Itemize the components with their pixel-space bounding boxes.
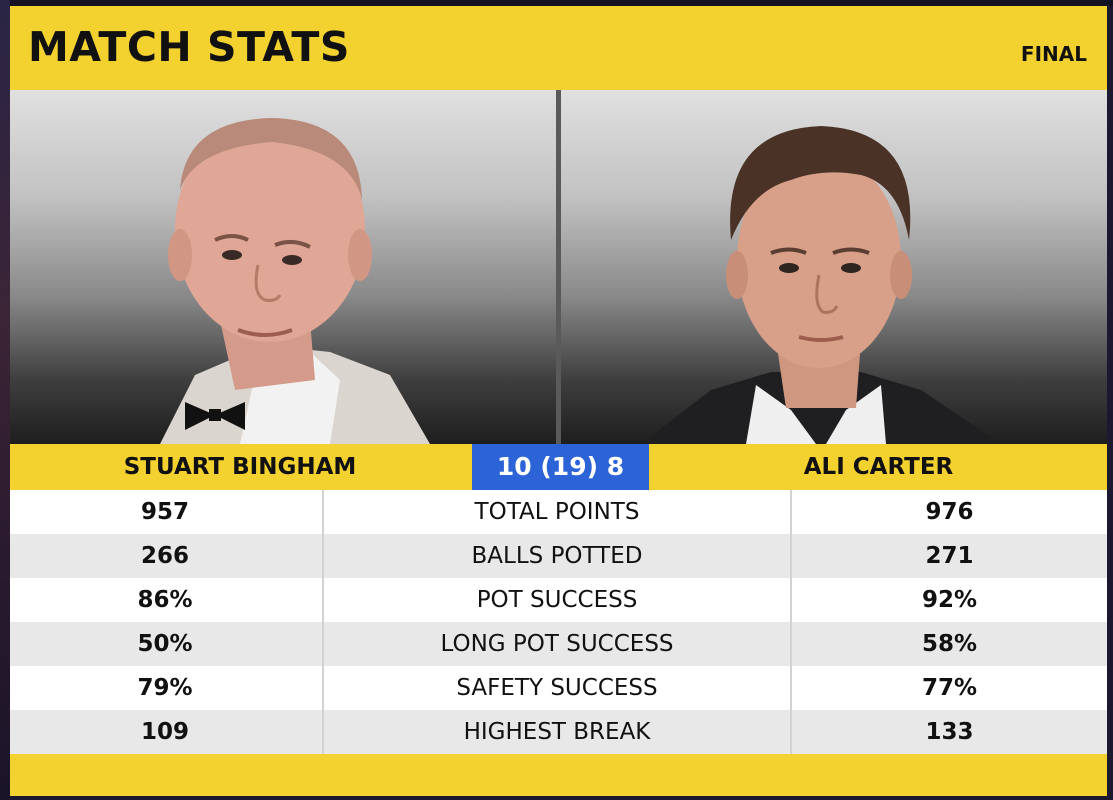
page-title: MATCH STATS (28, 23, 350, 71)
stat-right-value: 92% (921, 587, 978, 613)
stat-label: TOTAL POINTS (322, 490, 792, 534)
player-portrait-left (160, 118, 430, 444)
stat-right-value: 58% (921, 631, 978, 657)
stat-label: LONG POT SUCCESS (322, 622, 792, 666)
stat-right-value: 271 (925, 543, 974, 569)
stat-row: 79% SAFETY SUCCESS 77% (10, 666, 1107, 710)
stat-row: 50% LONG POT SUCCESS 58% (10, 622, 1107, 666)
stat-label: HIGHEST BREAK (322, 710, 792, 754)
player-name-right: ALI CARTER (803, 454, 954, 480)
footer-bar (10, 754, 1107, 796)
match-stats-panel: MATCH STATS FINAL (10, 6, 1107, 796)
stat-row: 109 HIGHEST BREAK 133 (10, 710, 1107, 754)
stat-left-value: 79% (137, 675, 193, 701)
stat-left-value: 86% (137, 587, 193, 613)
stat-right-value: 77% (921, 675, 978, 701)
stat-row: 86% POT SUCCESS 92% (10, 578, 1107, 622)
stat-left-value: 109 (140, 719, 189, 745)
player-photo-left (10, 90, 556, 444)
title-bar: MATCH STATS FINAL (10, 6, 1107, 90)
match-score: 10 (19) 8 (472, 444, 649, 490)
player-photo-right (561, 90, 1107, 444)
stage-label: FINAL (1020, 42, 1087, 66)
stat-row: 266 BALLS POTTED 271 (10, 534, 1107, 578)
stat-row: 957 TOTAL POINTS 976 (10, 490, 1107, 534)
broadcast-backdrop-top (0, 0, 1113, 6)
stat-left-value: 266 (140, 543, 189, 569)
stat-right-value: 133 (925, 719, 974, 745)
stat-label: BALLS POTTED (322, 534, 792, 578)
broadcast-backdrop-left (0, 0, 10, 800)
stat-left-value: 50% (137, 631, 193, 657)
photo-divider (556, 90, 561, 444)
stat-left-value: 957 (140, 499, 189, 525)
stat-right-value: 976 (925, 499, 974, 525)
stat-label: POT SUCCESS (322, 578, 792, 622)
stat-label: SAFETY SUCCESS (322, 666, 792, 710)
player-name-left: STUART BINGHAM (123, 454, 357, 480)
player-portrait-right (641, 126, 1001, 444)
stats-table: 957 TOTAL POINTS 976 266 BALLS POTTED 27… (10, 490, 1107, 754)
